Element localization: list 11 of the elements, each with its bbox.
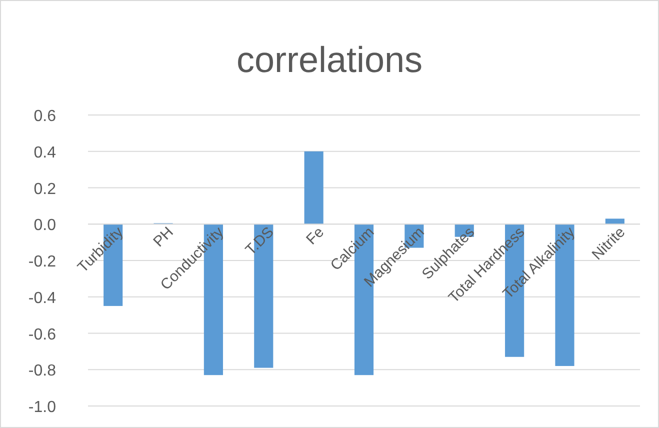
y-tick-label: 0.4 [34, 144, 56, 162]
y-tick-label: 0.0 [34, 217, 56, 234]
y-tick-label: -0.2 [28, 254, 56, 270]
y-tick-label: -0.4 [28, 290, 56, 307]
y-tick-label: 0.2 [34, 180, 56, 198]
y-tick-label: -0.8 [28, 362, 56, 380]
y-tick-label: -1.0 [28, 399, 56, 416]
x-tick-label: Fe [303, 224, 328, 248]
chart-title: correlations [236, 39, 423, 80]
y-tick-label: -0.6 [28, 326, 56, 344]
y-tick-label: 0.6 [34, 108, 56, 125]
